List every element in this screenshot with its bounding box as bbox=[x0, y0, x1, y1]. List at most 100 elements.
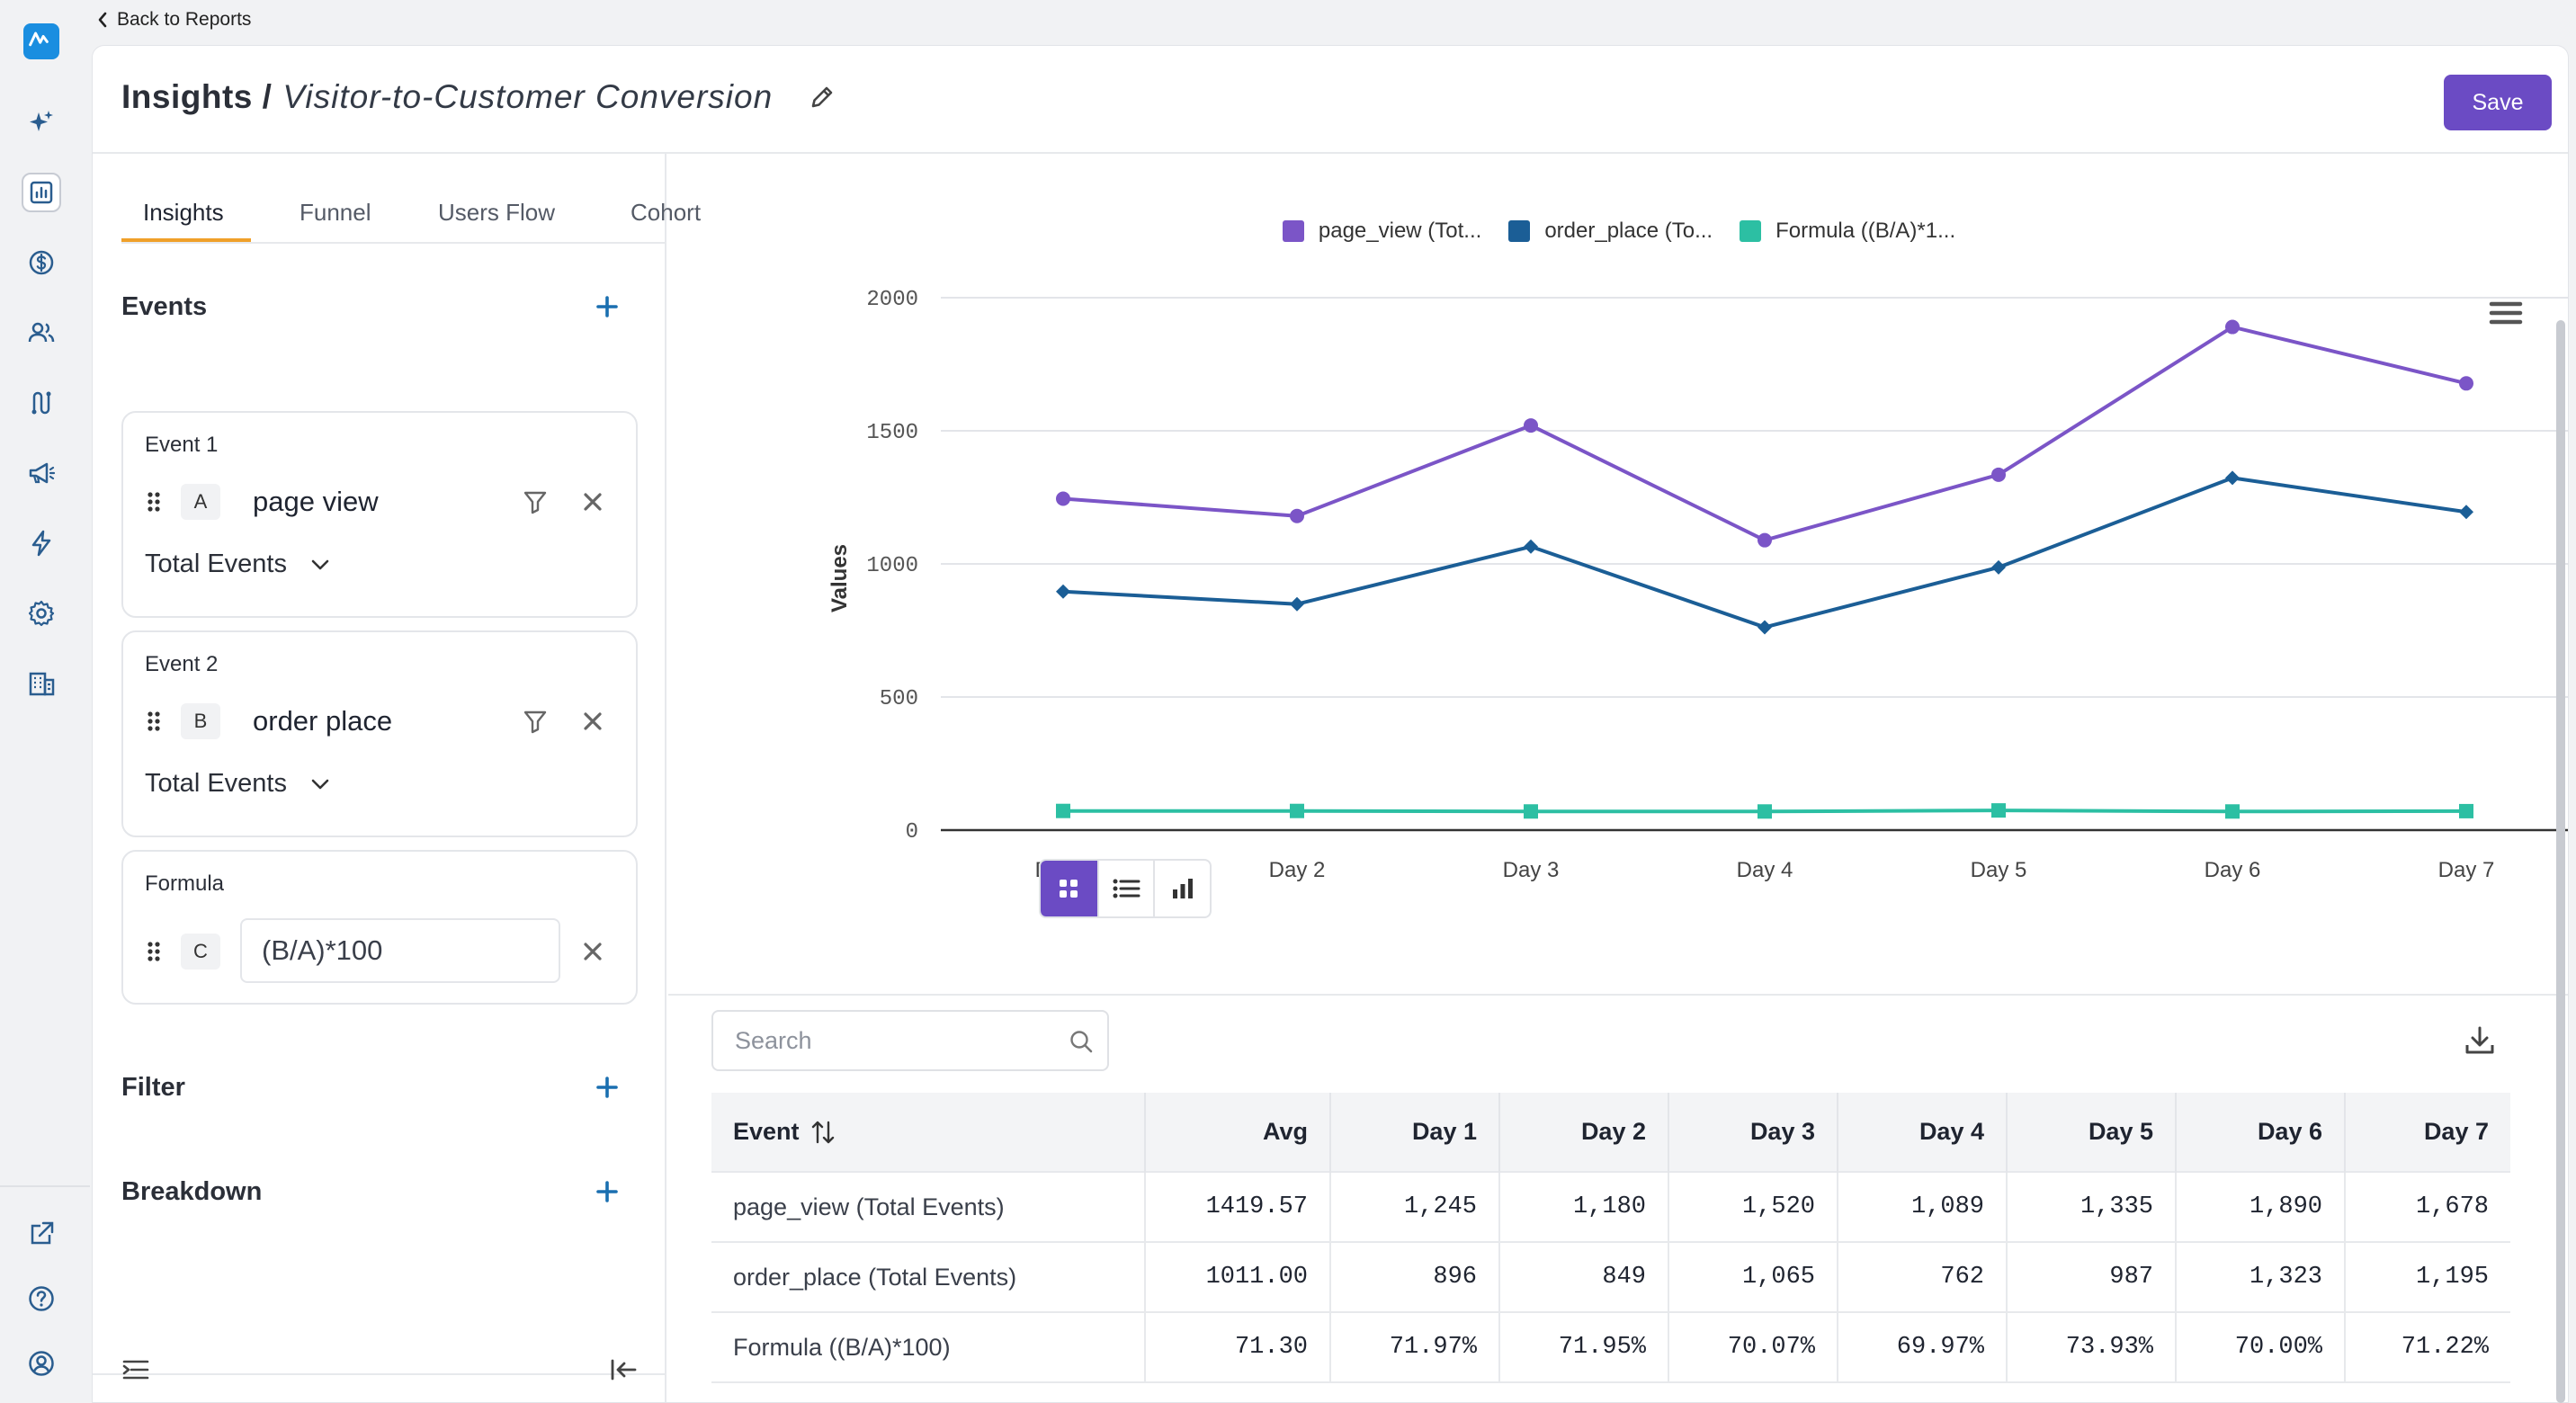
grid-icon bbox=[1060, 880, 1078, 898]
drag-handle-icon[interactable] bbox=[145, 490, 163, 514]
table-cell: 1,065 bbox=[1668, 1241, 1838, 1312]
column-header-day-2[interactable]: Day 2 bbox=[1499, 1093, 1669, 1172]
formula-input[interactable] bbox=[240, 918, 560, 983]
chevron-down-icon bbox=[311, 779, 329, 789]
data-point bbox=[1991, 559, 2006, 575]
legend-item-formula[interactable]: Formula ((B/A)*1... bbox=[1740, 219, 1955, 244]
table-cell: 1011.00 bbox=[1145, 1241, 1331, 1312]
users-icon[interactable] bbox=[22, 313, 61, 353]
help-icon[interactable] bbox=[22, 1279, 61, 1318]
x-tick-label: Day 5 bbox=[1971, 858, 2027, 882]
column-header-label: Event bbox=[733, 1117, 800, 1145]
table-header-row: Event Avg Day 1 Day 2 Day 3 Day 4 Day 5 … bbox=[711, 1093, 2510, 1172]
column-header-day-3[interactable]: Day 3 bbox=[1668, 1093, 1838, 1172]
drag-handle-icon[interactable] bbox=[145, 710, 163, 733]
measure-label: Total Events bbox=[145, 769, 287, 798]
reports-icon[interactable] bbox=[22, 173, 61, 212]
tab-funnel[interactable]: Funnel bbox=[300, 199, 371, 226]
sparkles-icon[interactable] bbox=[22, 103, 61, 142]
table-cell: 849 bbox=[1499, 1241, 1669, 1312]
column-header-avg[interactable]: Avg bbox=[1145, 1093, 1331, 1172]
save-button[interactable]: Save bbox=[2444, 75, 2552, 130]
data-point bbox=[2459, 376, 2473, 391]
sort-icon[interactable] bbox=[810, 1119, 836, 1146]
column-header-day-4[interactable]: Day 4 bbox=[1838, 1093, 2008, 1172]
add-filter-plus-icon[interactable] bbox=[595, 1075, 620, 1100]
external-link-icon[interactable] bbox=[22, 1214, 61, 1254]
grid-view-button[interactable] bbox=[1041, 861, 1097, 916]
tab-users-flow[interactable]: Users Flow bbox=[438, 199, 556, 226]
filter-funnel-icon[interactable] bbox=[521, 707, 550, 736]
filter-funnel-icon[interactable] bbox=[521, 487, 550, 516]
x-tick-label: Day 3 bbox=[1503, 858, 1560, 882]
table-cell: 73.93% bbox=[2007, 1311, 2177, 1383]
megaphone-icon[interactable] bbox=[22, 453, 61, 493]
table-cell: 71.22% bbox=[2345, 1311, 2510, 1383]
table-row: page_view (Total Events) 1419.57 1,245 1… bbox=[711, 1171, 2510, 1242]
table-cell: 762 bbox=[1838, 1241, 2008, 1312]
building-icon[interactable] bbox=[22, 664, 61, 703]
event-name[interactable]: page view bbox=[253, 486, 379, 517]
remove-formula-icon[interactable] bbox=[580, 939, 605, 964]
data-point bbox=[1758, 532, 1772, 548]
chart-area: page_view (Tot... order_place (To... For… bbox=[668, 154, 2568, 996]
measure-dropdown[interactable]: Total Events bbox=[145, 550, 330, 579]
series-line bbox=[1062, 476, 2467, 630]
back-to-reports-link[interactable]: Back to Reports bbox=[97, 7, 251, 32]
outline-list-icon[interactable] bbox=[120, 1354, 152, 1386]
measure-dropdown[interactable]: Total Events bbox=[145, 769, 330, 799]
download-icon[interactable] bbox=[2462, 1023, 2498, 1059]
remove-event-icon[interactable] bbox=[580, 709, 605, 734]
table-cell: 71.30 bbox=[1145, 1311, 1331, 1383]
legend-item-order-place[interactable]: order_place (To... bbox=[1508, 219, 1713, 244]
search-input[interactable] bbox=[713, 1012, 1107, 1069]
column-header-day-1[interactable]: Day 1 bbox=[1330, 1093, 1500, 1172]
edit-pencil-icon[interactable] bbox=[807, 82, 837, 112]
bar-chart-view-button[interactable] bbox=[1153, 861, 1210, 916]
data-point bbox=[1758, 804, 1772, 819]
chart-menu-icon[interactable] bbox=[2489, 299, 2523, 326]
account-icon[interactable] bbox=[22, 1344, 61, 1383]
data-point bbox=[1991, 467, 2006, 482]
table-cell: 71.95% bbox=[1499, 1311, 1669, 1383]
column-header-day-5[interactable]: Day 5 bbox=[2007, 1093, 2177, 1172]
data-point bbox=[1290, 508, 1304, 523]
sidebar-rail bbox=[0, 0, 90, 1403]
settings-icon[interactable] bbox=[22, 594, 61, 633]
legend-label: Formula ((B/A)*1... bbox=[1775, 219, 1956, 243]
search-icon[interactable] bbox=[1068, 1028, 1095, 1055]
table-row: order_place (Total Events) 1011.00 896 8… bbox=[711, 1241, 2510, 1312]
legend-swatch bbox=[1740, 220, 1762, 242]
logo-icon[interactable] bbox=[23, 23, 59, 59]
flow-icon[interactable] bbox=[22, 383, 61, 423]
table-cell: 70.00% bbox=[2176, 1311, 2346, 1383]
x-tick-label: Day 6 bbox=[2205, 858, 2261, 882]
bolt-icon[interactable] bbox=[22, 523, 61, 563]
table-cell: 1419.57 bbox=[1145, 1171, 1331, 1242]
column-header-day-6[interactable]: Day 6 bbox=[2176, 1093, 2346, 1172]
panel-footer-divider bbox=[93, 1373, 666, 1375]
event-card-1: Event 1 A page view Total Events bbox=[121, 411, 638, 618]
drag-handle-icon[interactable] bbox=[145, 940, 163, 963]
add-event-plus-icon[interactable] bbox=[595, 294, 620, 319]
table-cell: 1,195 bbox=[2345, 1241, 2510, 1312]
remove-event-icon[interactable] bbox=[580, 489, 605, 514]
dollar-icon[interactable] bbox=[22, 243, 61, 282]
column-header-event[interactable]: Event bbox=[711, 1093, 1146, 1172]
collapse-panel-icon[interactable] bbox=[607, 1354, 640, 1386]
table-cell: 896 bbox=[1330, 1241, 1500, 1312]
column-header-day-7[interactable]: Day 7 bbox=[2345, 1093, 2510, 1172]
legend-item-page-view[interactable]: page_view (Tot... bbox=[1282, 219, 1481, 244]
add-breakdown-plus-icon[interactable] bbox=[595, 1179, 620, 1204]
tab-cohort[interactable]: Cohort bbox=[631, 199, 702, 226]
y-axis-title: Values bbox=[827, 544, 852, 612]
breadcrumb[interactable]: Insights / bbox=[121, 78, 273, 115]
data-point bbox=[2225, 470, 2240, 486]
page-scrollbar[interactable] bbox=[2556, 320, 2565, 1403]
report-card: Insights / Visitor-to-Customer Conversio… bbox=[92, 45, 2569, 1403]
table-row: Formula ((B/A)*100) 71.30 71.97% 71.95% … bbox=[711, 1311, 2510, 1383]
data-point bbox=[2225, 319, 2240, 335]
event-name[interactable]: order place bbox=[253, 705, 393, 737]
tab-insights[interactable]: Insights bbox=[143, 199, 224, 226]
list-view-button[interactable] bbox=[1096, 861, 1154, 916]
